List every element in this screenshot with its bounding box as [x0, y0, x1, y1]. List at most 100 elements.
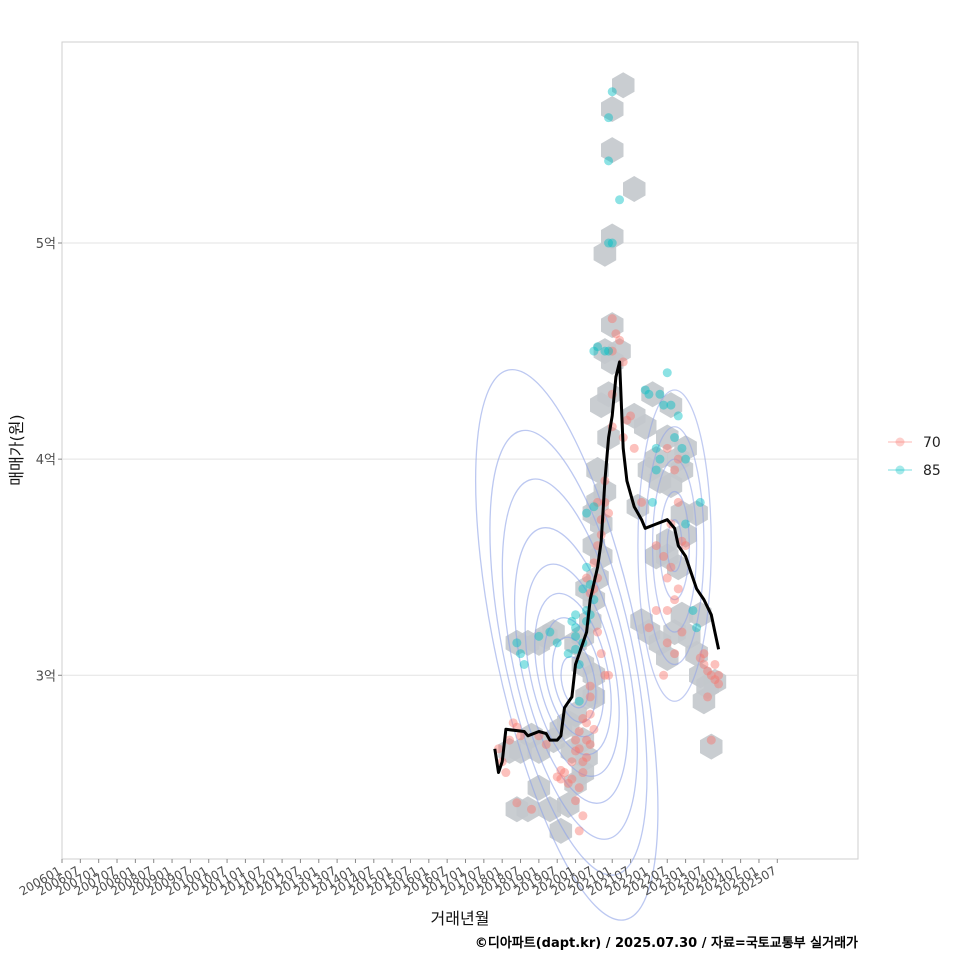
contour-b-2: [651, 458, 698, 633]
hex-bin-16: [542, 619, 565, 646]
point-70-25: [571, 796, 581, 806]
point-85-50: [688, 605, 698, 615]
point-70-80: [662, 638, 672, 648]
scatter-points: [494, 87, 724, 836]
point-70-81: [659, 670, 669, 680]
point-85-46: [651, 465, 661, 475]
point-70-12: [556, 774, 566, 784]
point-85-38: [662, 368, 672, 378]
point-85-39: [666, 400, 676, 410]
point-70-16: [567, 774, 577, 784]
contour-a-2: [543, 617, 605, 738]
contour-a-1: [551, 636, 597, 723]
point-70-29: [582, 718, 592, 728]
point-70-32: [585, 681, 595, 691]
point-70-44: [596, 649, 606, 659]
point-70-68: [644, 623, 654, 633]
hex-bin-61: [674, 435, 697, 462]
hex-bin-51: [601, 96, 624, 122]
point-70-46: [604, 670, 614, 680]
point-85-45: [655, 454, 665, 464]
hex-bin-49: [593, 240, 617, 267]
point-85-2: [519, 659, 529, 669]
point-85-29: [607, 238, 617, 248]
point-85-41: [670, 433, 680, 443]
point-70-91: [703, 692, 713, 702]
hex-bin-85: [703, 668, 727, 695]
hex-bin-86: [692, 688, 716, 715]
point-70-19: [571, 735, 581, 745]
point-70-58: [607, 314, 617, 324]
point-85-25: [593, 342, 603, 352]
hex-bins: [498, 72, 727, 844]
plot-panel: [61, 41, 859, 860]
hex-bin-79: [670, 601, 694, 628]
point-70-36: [585, 739, 595, 749]
hex-bin-10: [557, 792, 580, 818]
point-70-30: [585, 709, 595, 719]
caption: ©디아파트(dapt.kr) / 2025.07.30 / 자료=국토교통부 실…: [475, 935, 858, 951]
point-85-35: [644, 389, 654, 399]
point-70-5: [516, 731, 526, 741]
hex-bin-33: [586, 565, 609, 591]
point-70-18: [571, 746, 581, 756]
hex-bin-46: [608, 338, 631, 365]
hex-bin-55: [634, 413, 657, 440]
contour-a-6: [501, 478, 638, 840]
point-70-84: [662, 443, 672, 453]
point-85-20: [567, 616, 577, 626]
hex-bin-53: [623, 176, 646, 202]
contour-a-5: [513, 527, 629, 804]
hex-bin-9: [549, 817, 573, 844]
point-70-76: [681, 541, 691, 551]
point-85-30: [604, 156, 614, 166]
point-70-28: [582, 735, 592, 745]
hex-bin-11: [527, 774, 551, 801]
point-85-1: [516, 649, 526, 659]
point-85-36: [655, 389, 665, 399]
x-axis-ticks: 2006012006072007012007072008012008072009…: [17, 859, 779, 899]
point-70-79: [670, 649, 680, 659]
point-85-10: [571, 644, 581, 654]
point-70-33: [578, 714, 588, 724]
hex-bin-47: [601, 312, 624, 339]
y-axis-ticks: 3억 4억 5억: [36, 237, 62, 684]
hex-bin-25: [575, 744, 598, 771]
point-70-3: [508, 718, 518, 728]
hex-bin-81: [689, 601, 712, 628]
point-70-71: [670, 595, 680, 605]
contour-a-7: [489, 429, 648, 876]
point-85-43: [681, 454, 691, 464]
point-70-14: [556, 765, 566, 775]
point-85-5: [552, 638, 562, 648]
legend-label-70: 70: [923, 435, 941, 451]
point-70-70: [666, 562, 676, 572]
point-85-49: [695, 497, 705, 507]
point-70-67: [651, 605, 661, 615]
point-85-28: [604, 238, 614, 248]
y-axis-title: 매매가(원): [7, 414, 26, 485]
legend-item-70: 70: [888, 435, 941, 451]
point-85-9: [571, 610, 581, 620]
point-85-37: [659, 400, 669, 410]
point-70-62: [626, 411, 636, 421]
point-70-72: [662, 605, 672, 615]
legend-label-85: 85: [923, 463, 941, 479]
hex-bin-58: [656, 424, 679, 451]
point-70-64: [637, 497, 647, 507]
hex-bin-87: [700, 733, 723, 760]
y-tick-label-1: 4억: [36, 453, 56, 468]
point-70-11: [552, 772, 562, 782]
trend-line-group: [493, 360, 721, 774]
point-70-75: [677, 536, 687, 546]
point-70-95: [714, 679, 724, 689]
point-70-17: [567, 757, 577, 767]
point-70-15: [563, 778, 573, 788]
point-70-50: [593, 497, 603, 507]
point-85-47: [648, 497, 658, 507]
point-70-13: [560, 768, 570, 778]
point-85-4: [545, 627, 555, 637]
point-70-87: [710, 675, 720, 685]
point-70-37: [582, 573, 592, 583]
